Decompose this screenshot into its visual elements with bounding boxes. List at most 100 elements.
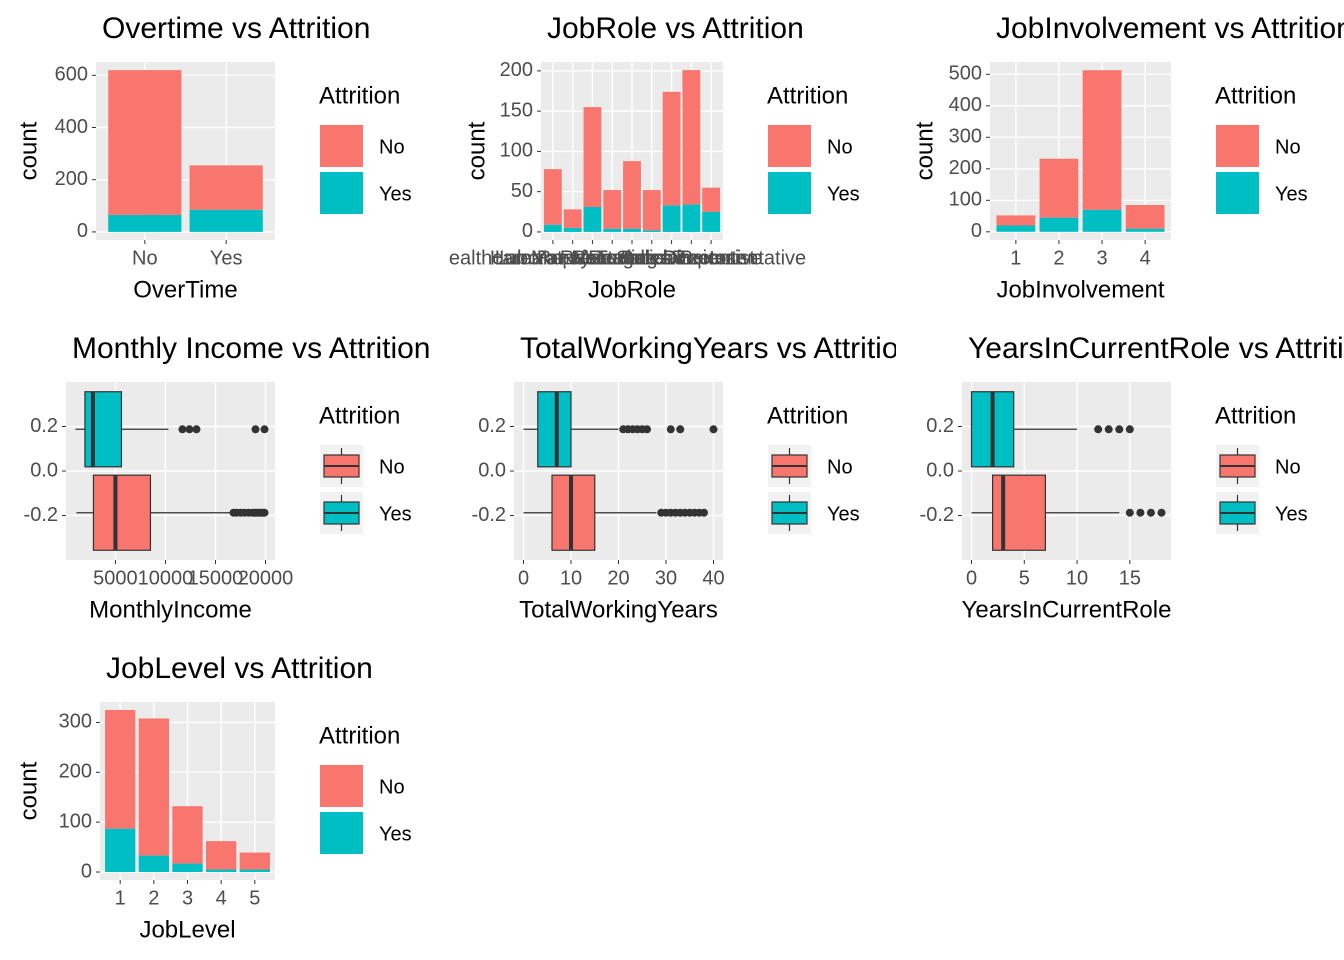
legend-key — [768, 172, 811, 214]
y-axis-label: count — [15, 121, 42, 180]
bar-segment — [682, 70, 701, 205]
x-tick-label: No — [132, 247, 158, 269]
y-tick-label: 300 — [59, 711, 92, 733]
box — [84, 391, 123, 468]
y-tick-label: 0 — [522, 220, 533, 242]
box — [551, 474, 596, 551]
outlier — [1146, 508, 1155, 517]
y-tick-label: 0.0 — [926, 459, 954, 481]
legend-label: Yes — [827, 503, 860, 525]
bar-segment — [662, 205, 681, 232]
legend-title: Attrition — [319, 402, 400, 429]
legend-label: No — [1275, 136, 1301, 158]
y-tick-label: 0 — [77, 220, 88, 242]
legend-label: No — [379, 456, 405, 478]
chart-panel: JobInvolvement vs Attrition JobInvolvemen… — [911, 12, 1344, 303]
legend-key — [320, 765, 363, 807]
legend-label: No — [1275, 456, 1301, 478]
outlier — [709, 425, 718, 434]
chart-title: Overtime vs Attrition — [102, 12, 370, 45]
bar-segment — [996, 225, 1036, 232]
y-tick-label: 200 — [59, 761, 92, 783]
legend-title: Attrition — [319, 82, 400, 109]
box — [92, 474, 152, 551]
x-tick-label: Healthcare Representative — [448, 247, 671, 269]
legend-key — [1216, 172, 1259, 214]
x-axis-label: TotalWorkingYears — [519, 596, 718, 623]
y-tick-label: 0.0 — [478, 459, 506, 481]
bar-segment — [239, 852, 270, 870]
legend-key — [320, 125, 363, 167]
x-tick-label: 0 — [966, 567, 977, 589]
chart-panel: YearsInCurrentRole vs Attrition YearsInCu… — [920, 332, 1344, 623]
y-tick-label: 100 — [500, 140, 533, 162]
bar-segment — [189, 209, 263, 232]
bar-segment — [108, 70, 182, 215]
y-tick-label: 100 — [59, 810, 92, 832]
x-tick-label: 15000 — [188, 567, 244, 589]
bar-segment — [996, 215, 1036, 226]
outlier — [666, 425, 675, 434]
bar-segment — [105, 709, 136, 829]
legend-label: No — [827, 136, 853, 158]
legend-title: Attrition — [319, 722, 400, 749]
x-tick-label: Manufacturing Director — [531, 247, 734, 269]
legend-label: Yes — [1275, 183, 1308, 205]
bar-segment — [642, 190, 661, 231]
x-tick-label: 3 — [1096, 247, 1107, 269]
x-tick-label: 10 — [560, 567, 582, 589]
bar-segment — [543, 224, 562, 232]
chart-panel: Overtime vs Attrition OverTime count 0 200 40… — [15, 12, 411, 303]
y-tick-label: 200 — [949, 157, 982, 179]
outlier — [251, 425, 260, 434]
legend-key — [768, 125, 811, 167]
bar-segment — [583, 107, 602, 207]
x-tick-label: Yes — [210, 247, 243, 269]
x-tick-label: 5000 — [93, 567, 138, 589]
y-tick-label: 50 — [511, 180, 533, 202]
y-axis-label: count — [911, 121, 938, 180]
x-tick-label: Sales Representative — [616, 247, 806, 269]
legend-key — [1216, 125, 1259, 167]
bar-segment — [1039, 217, 1079, 232]
chart-title: Monthly Income vs Attrition — [72, 332, 430, 365]
bar-segment — [623, 161, 641, 229]
outlier — [260, 508, 269, 517]
y-axis-label: count — [15, 761, 42, 820]
bar-segment — [1039, 158, 1079, 218]
box — [992, 474, 1046, 551]
bar-segment — [603, 190, 622, 229]
x-tick-label: Laboratory Technician — [495, 247, 690, 269]
x-tick-label: Research Director — [571, 247, 733, 269]
bar-segment — [206, 841, 237, 870]
bar-segment — [563, 227, 582, 232]
y-axis-label: count — [463, 121, 490, 180]
x-tick-label: 15 — [1119, 567, 1141, 589]
bar-segment — [623, 228, 641, 232]
outlier — [1094, 425, 1103, 434]
chart-panel: TotalWorkingYears vs Attrition TotalWorki… — [472, 332, 896, 623]
bar-segment — [1082, 209, 1122, 232]
bar-segment — [138, 718, 169, 856]
y-tick-label: 600 — [55, 64, 88, 86]
y-tick-label: 0 — [971, 220, 982, 242]
x-tick-label: 40 — [702, 567, 724, 589]
bar-segment — [1125, 228, 1165, 232]
legend-title: Attrition — [767, 82, 848, 109]
outlier — [1115, 425, 1124, 434]
bar-segment — [172, 806, 203, 864]
chart-title: JobRole vs Attrition — [547, 12, 804, 45]
legend-label: Yes — [379, 503, 412, 525]
legend-label: No — [379, 136, 405, 158]
x-tick-label: Sales Executive — [620, 247, 762, 269]
legend-label: No — [827, 456, 853, 478]
x-axis-label: JobInvolvement — [996, 276, 1164, 303]
chart-panel: Monthly Income vs Attrition MonthlyIncome… — [24, 332, 431, 623]
x-tick-label: 5 — [249, 887, 260, 909]
bar-segment — [108, 214, 182, 232]
x-tick-label: 4 — [216, 887, 227, 909]
bar-segment — [702, 211, 721, 232]
bar-segment — [662, 91, 681, 206]
bar-segment — [563, 209, 582, 228]
